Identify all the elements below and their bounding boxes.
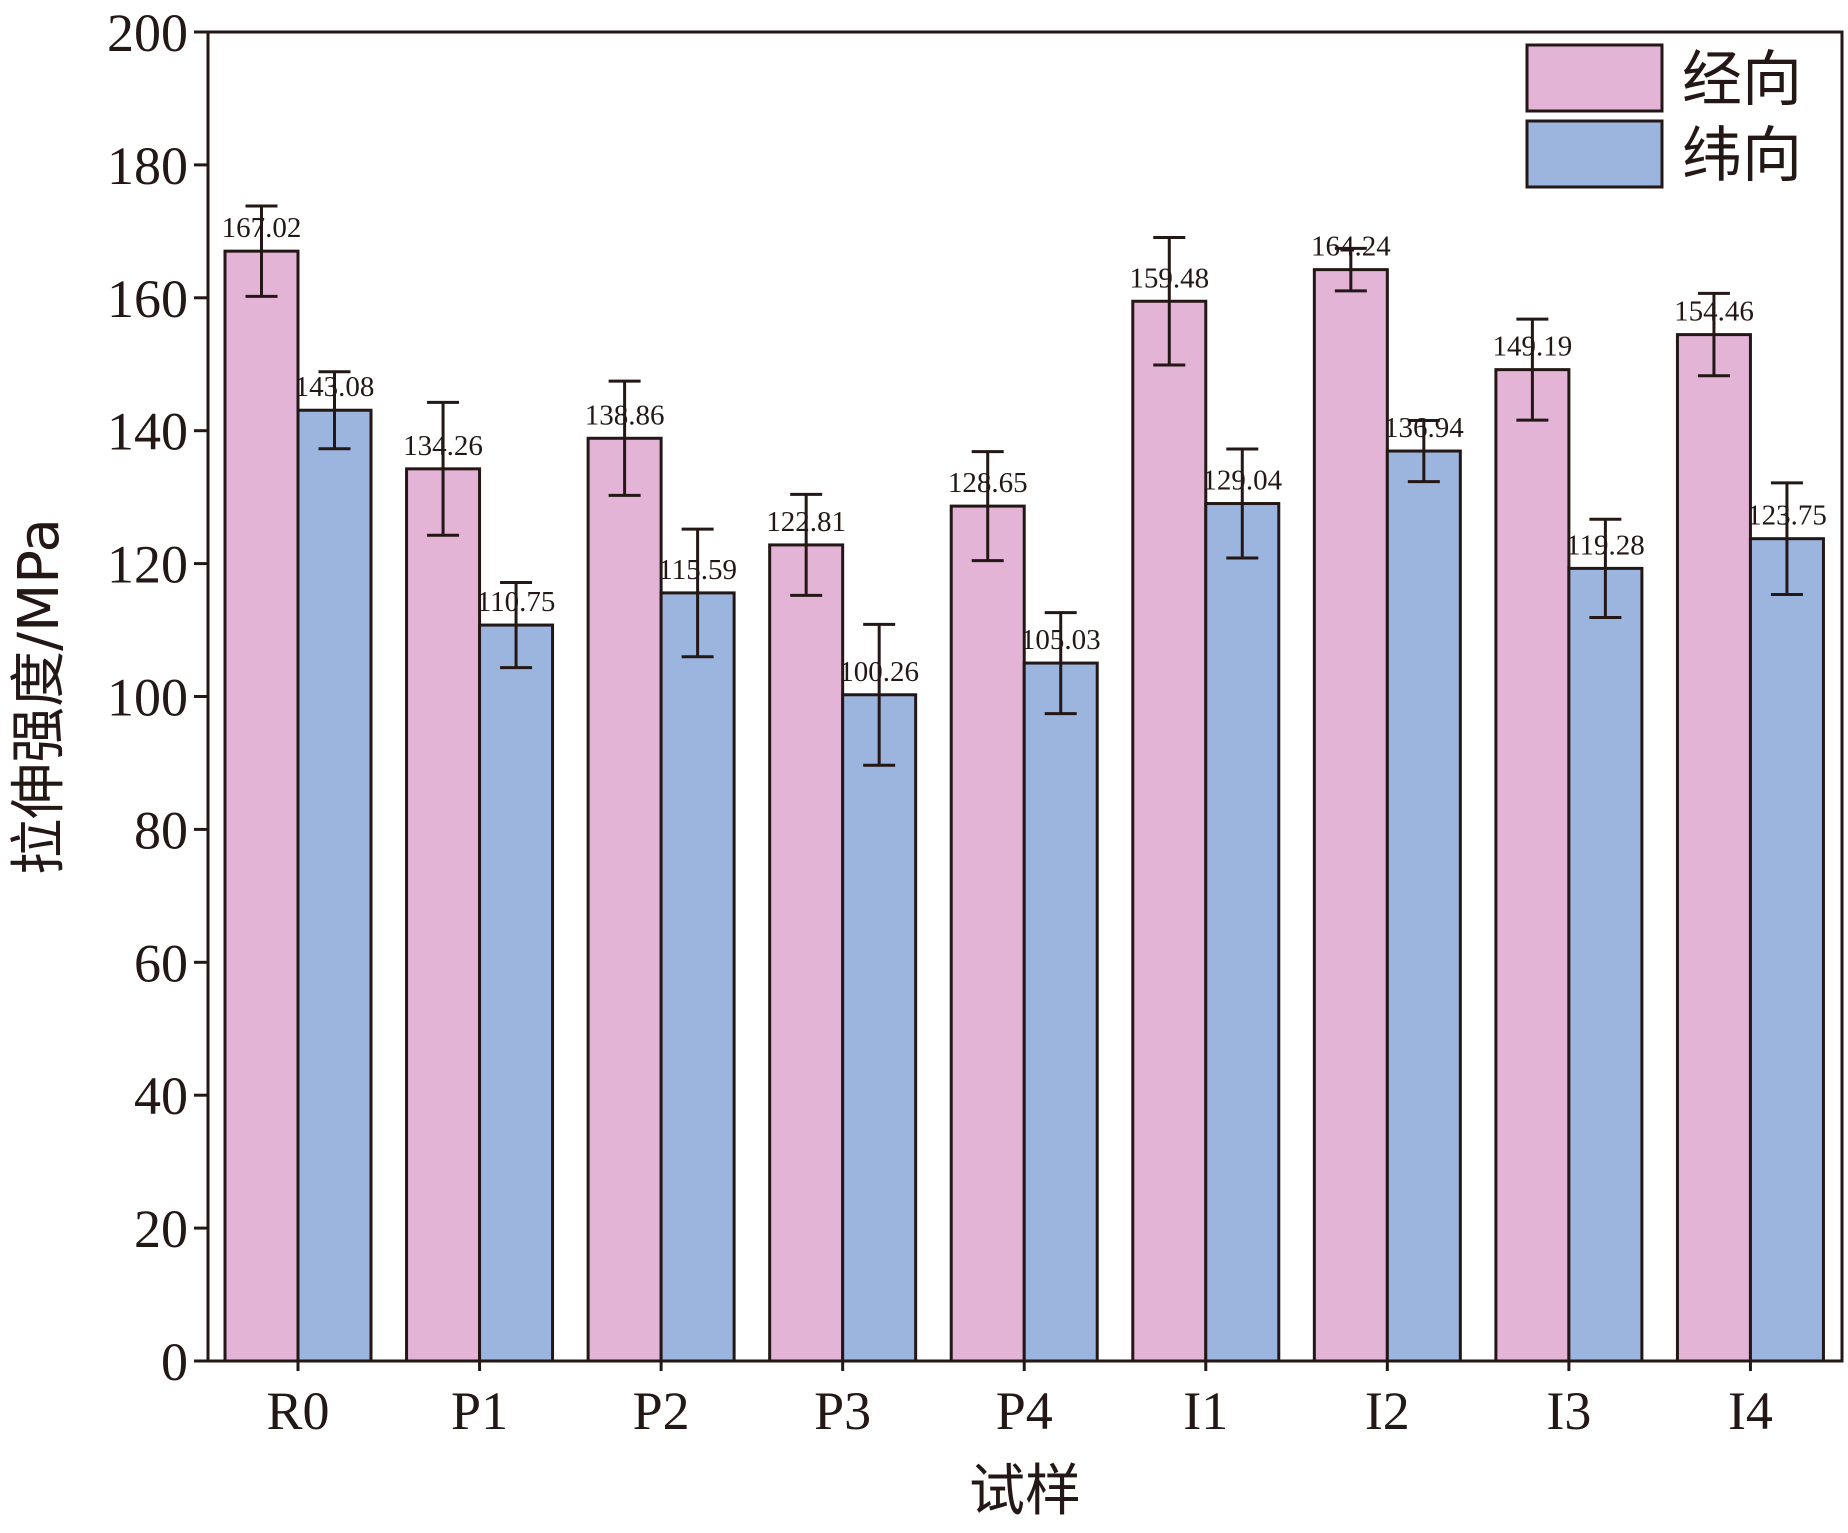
y-tick-label-60: 60 (134, 933, 188, 993)
x-tick-label-R0: R0 (266, 1381, 329, 1441)
data-label-weft-P1: 110.75 (477, 586, 556, 618)
y-tick-label-200: 200 (107, 3, 188, 63)
legend-label-weft: 纬向 (1682, 121, 1802, 191)
data-label-warp-I2: 164.24 (1311, 231, 1391, 263)
data-label-warp-I1: 159.48 (1129, 262, 1209, 294)
bars-layer (223, 249, 1825, 1363)
y-tick-label-20: 20 (134, 1199, 188, 1259)
x-tick-label-P3: P3 (814, 1381, 871, 1441)
legend-label-warp: 经向 (1682, 45, 1802, 115)
data-label-weft-I2: 136.94 (1384, 412, 1464, 444)
x-tick-label-P2: P2 (633, 1381, 690, 1441)
data-label-warp-P4: 128.65 (948, 467, 1028, 499)
bar-warp-I4 (1675, 333, 1752, 1363)
y-tick-label-0: 0 (161, 1332, 188, 1392)
legend-swatch-weft (1525, 119, 1664, 189)
bar-weft-P1 (478, 623, 555, 1363)
x-axis-title: 试样 (969, 1459, 1081, 1524)
data-label-weft-P2: 115.59 (658, 554, 737, 586)
bar-weft-I1 (1204, 502, 1281, 1363)
y-tick-label-40: 40 (134, 1066, 188, 1126)
y-tick-label-80: 80 (134, 800, 188, 860)
bar-warp-I1 (1131, 299, 1208, 1363)
x-tick-label-I2: I2 (1365, 1381, 1410, 1441)
bar-warp-P4 (949, 504, 1026, 1363)
data-label-weft-I4: 123.75 (1747, 500, 1827, 532)
data-label-warp-I4: 154.46 (1674, 296, 1754, 328)
x-tick-label-I1: I1 (1183, 1381, 1228, 1441)
data-label-warp-I3: 149.19 (1493, 331, 1573, 363)
x-tick-label-P1: P1 (451, 1381, 508, 1441)
data-label-weft-I1: 129.04 (1202, 465, 1282, 497)
bar-weft-R0 (296, 408, 373, 1363)
data-label-warp-P2: 138.86 (585, 399, 665, 431)
bar-weft-P3 (841, 693, 918, 1363)
bar-warp-P2 (586, 436, 663, 1363)
y-tick-label-180: 180 (107, 136, 188, 196)
y-axis-title: 拉伸强度/MPa (7, 518, 72, 875)
y-tick-label-140: 140 (107, 402, 188, 462)
legend-swatch-warp (1525, 43, 1664, 113)
y-tick-label-120: 120 (107, 535, 188, 595)
bar-weft-I2 (1385, 449, 1462, 1363)
bar-weft-I3 (1567, 566, 1644, 1363)
bar-warp-R0 (223, 249, 300, 1363)
data-label-warp-P3: 122.81 (766, 506, 846, 538)
data-label-weft-I3: 119.28 (1566, 529, 1645, 561)
data-label-warp-R0: 167.02 (222, 212, 302, 244)
data-label-weft-R0: 143.08 (295, 371, 375, 403)
axes-layer: 0 20 40 60 80 100 120 140 160 180 200 R0 P1 P2 P3 P4 I1 I… (107, 3, 1844, 1441)
bar-warp-P3 (768, 543, 845, 1363)
bar-warp-I2 (1312, 268, 1389, 1363)
bar-weft-P4 (1022, 661, 1099, 1363)
bar-warp-P1 (405, 467, 482, 1363)
y-tick-label-160: 160 (107, 269, 188, 329)
data-label-weft-P3: 100.26 (839, 656, 919, 688)
y-tick-label-100: 100 (107, 668, 188, 728)
x-tick-label-I4: I4 (1728, 1381, 1773, 1441)
x-tick-label-P4: P4 (996, 1381, 1053, 1441)
bar-weft-I4 (1748, 537, 1825, 1363)
data-labels-layer: 167.02 143.08 134.26 110.75 138.86 115.59 122.… (222, 212, 1827, 688)
data-label-warp-P1: 134.26 (403, 430, 483, 462)
x-tick-label-I3: I3 (1546, 1381, 1591, 1441)
data-label-weft-P4: 105.03 (1021, 624, 1101, 656)
error-bars-layer (245, 204, 1803, 767)
bar-weft-P2 (659, 591, 736, 1363)
bar-warp-I3 (1494, 368, 1571, 1363)
